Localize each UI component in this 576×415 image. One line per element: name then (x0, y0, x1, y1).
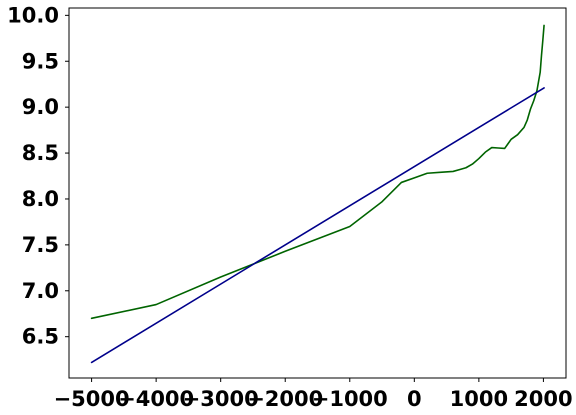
plot-frame (68, 7, 567, 379)
y-tick-label: 8.5 (22, 141, 59, 165)
series-line-2 (90, 87, 545, 364)
y-tick-label: 6.5 (22, 325, 59, 349)
x-tick-label: −1000 (312, 387, 388, 411)
x-tick-label: −5000 (54, 387, 130, 411)
x-tick-label: −4000 (118, 387, 194, 411)
x-tick-label: −3000 (183, 387, 259, 411)
y-tick-label: 9.0 (22, 95, 59, 119)
y-tick-label: 10.0 (7, 3, 59, 27)
series-layer (90, 24, 545, 364)
y-tick-label: 7.5 (22, 233, 59, 257)
y-tick-label: 9.5 (22, 49, 59, 73)
y-axis: 6.5 7.0 7.5 8.0 8.5 9.0 9.5 10.0 (7, 3, 69, 349)
y-tick-label: 7.0 (22, 279, 59, 303)
y-tick-label: 8.0 (22, 187, 59, 211)
x-axis: −5000−4000−3000−2000−1000 0 1000 2000 (54, 378, 573, 411)
series-line-1 (90, 24, 545, 320)
x-tick-label: −2000 (247, 387, 323, 411)
x-tick-label: 1000 (450, 387, 508, 411)
x-tick-label: 0 (407, 387, 422, 411)
x-tick-label: 2000 (514, 387, 572, 411)
